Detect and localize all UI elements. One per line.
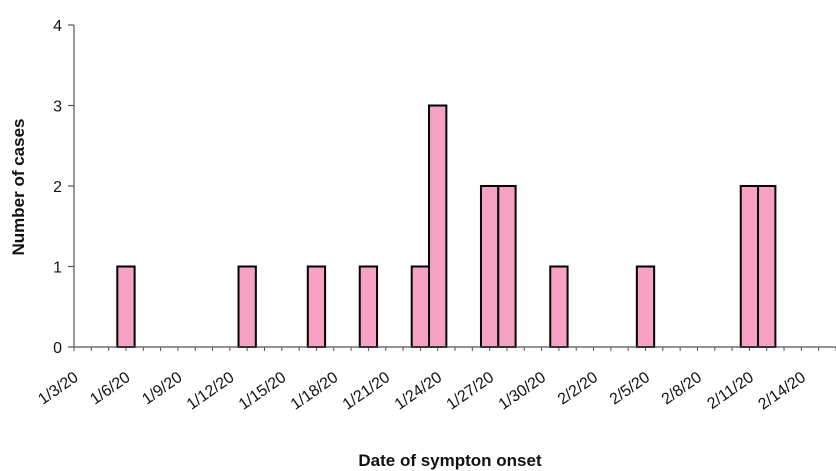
- x-tick-label: 2/2/20: [555, 369, 601, 408]
- bar: [757, 185, 777, 348]
- y-tick-label: 3: [53, 99, 62, 116]
- y-axis-title: Number of cases: [9, 119, 28, 256]
- bars: [116, 104, 777, 348]
- x-tick-label: 1/15/20: [236, 369, 290, 414]
- bar: [358, 265, 379, 348]
- x-tick-label: 1/6/20: [87, 369, 133, 408]
- y-tick-label: 0: [53, 340, 62, 357]
- bar: [479, 185, 500, 348]
- x-tick-label: 1/3/20: [35, 369, 81, 408]
- bar: [635, 265, 656, 348]
- x-tick-label: 1/27/20: [444, 369, 498, 414]
- x-tick-label: 1/24/20: [392, 369, 446, 414]
- x-tick-label: 1/12/20: [184, 369, 238, 414]
- bar: [549, 265, 569, 348]
- bar: [497, 185, 517, 348]
- y-axis-ticks: 0 1 2 3 4: [53, 18, 74, 357]
- x-tick-label: 1/9/20: [139, 369, 185, 408]
- bar: [739, 185, 760, 348]
- x-tick-label: 1/30/20: [496, 369, 550, 414]
- y-tick-label: 1: [53, 260, 62, 277]
- y-tick-label: 4: [53, 18, 62, 35]
- x-axis-ticks: 1/3/20 1/6/20 1/9/201/12/201/15/201/18/201…: [35, 347, 836, 414]
- bar: [116, 265, 136, 348]
- bar: [410, 265, 431, 348]
- bar: [428, 104, 448, 348]
- x-tick-label: 2/8/20: [659, 369, 705, 408]
- x-tick-label: 2/11/20: [704, 369, 757, 413]
- x-tick-label: 2/14/20: [755, 369, 809, 414]
- x-tick-label: 1/18/20: [288, 369, 342, 414]
- x-tick-label: 2/5/20: [607, 369, 653, 408]
- y-tick-label: 2: [53, 179, 62, 196]
- bar: [306, 265, 327, 348]
- bar: [237, 265, 257, 348]
- x-axis-title: Date of sympton onset: [358, 451, 542, 470]
- x-tick-label: 1/21/20: [340, 369, 394, 414]
